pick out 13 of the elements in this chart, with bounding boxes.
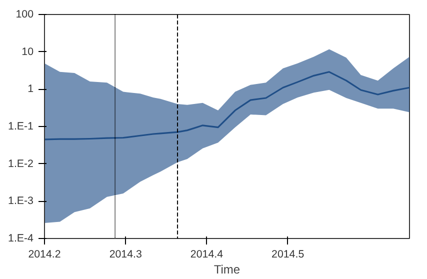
x-tick-label: 2014.2 [28,248,61,260]
y-tick-label: 1 [28,83,34,96]
y-tick-label: 1.E-2 [8,158,34,170]
y-tick-label: 1.E-3 [8,195,34,208]
y-tick-label: 1.E-1 [8,120,34,132]
x-tick-label: 2014.4 [190,248,224,260]
y-tick-label: 10 [22,46,34,58]
x-tick-label: 2014.5 [272,248,304,260]
x-axis-title: Time [214,262,240,276]
y-tick-label: 1.E-4 [8,232,34,244]
line-series [44,71,410,140]
y-tick-label: 100 [16,8,34,20]
x-tick-label: 2014.3 [109,248,142,260]
